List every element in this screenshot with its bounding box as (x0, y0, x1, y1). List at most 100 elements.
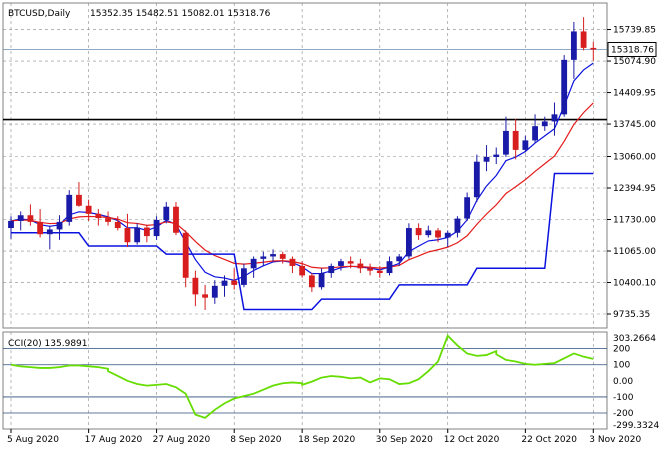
candle (211, 280, 218, 304)
candle (192, 270, 199, 307)
candle-body (289, 258, 296, 266)
candle-body (386, 261, 393, 274)
candle-body (405, 228, 412, 257)
candle-body (396, 256, 403, 262)
candle (483, 145, 490, 172)
candle (173, 201, 179, 236)
candle-body (202, 294, 209, 298)
cci-level-label: -200 (613, 409, 634, 419)
candle (561, 55, 568, 117)
candle (396, 254, 403, 266)
candle (221, 275, 228, 297)
cci-line (10, 334, 594, 419)
cci-plot (10, 334, 594, 419)
cci-top-label: 303.2664 (613, 334, 656, 344)
candle (27, 204, 34, 226)
candle-body (153, 219, 160, 237)
x-tick-label: 17 Aug 2020 (85, 435, 143, 445)
x-tick-label: 3 Nov 2020 (589, 435, 641, 445)
candle (202, 284, 209, 310)
candle (435, 228, 441, 243)
candle-body (483, 156, 490, 162)
candle (8, 216, 14, 239)
y-tick-label: 13745.00 (613, 120, 656, 130)
candle (473, 154, 480, 202)
candle-body (551, 114, 558, 122)
candle (153, 216, 160, 240)
main-grid (3, 3, 607, 328)
candle-body (85, 205, 92, 214)
candle (415, 223, 422, 240)
candle-body (435, 230, 441, 238)
candle-body (570, 31, 577, 60)
candle (289, 256, 296, 274)
candle (124, 213, 131, 247)
candle-body (173, 206, 179, 233)
cci-frame (2, 331, 608, 430)
candle (570, 21, 577, 79)
candle (357, 258, 364, 274)
candle (551, 102, 558, 136)
candle (260, 251, 267, 266)
cci-level-label: 0.00 (613, 377, 633, 387)
symbol-label: BTCUSD,Daily (8, 9, 71, 19)
x-tick-label: 12 Oct 2020 (444, 435, 500, 445)
candle-body (241, 268, 247, 285)
y-tick-label: 15074.90 (613, 57, 656, 67)
candle-body (522, 140, 529, 150)
candle (37, 209, 44, 238)
candle (95, 209, 102, 226)
x-tick-label: 5 Aug 2020 (7, 435, 59, 445)
y-tick-label: 10400.10 (613, 279, 656, 289)
candle (347, 256, 354, 269)
x-tick-label: 27 Aug 2020 (153, 435, 211, 445)
candles (8, 17, 597, 310)
candle-body (367, 268, 373, 271)
candle-body (134, 227, 141, 243)
candle (299, 261, 306, 278)
candle-body (8, 220, 14, 229)
candle-body (347, 261, 354, 264)
candle (143, 224, 150, 243)
x-tick-label: 22 Oct 2020 (521, 435, 577, 445)
y-tick-label: 13060.00 (613, 152, 656, 162)
x-tick-label: 8 Sep 2020 (230, 435, 282, 445)
candle-body (318, 273, 325, 288)
candle (250, 256, 257, 278)
y-axis-labels: 9735.35 10400.10 11065.00 11730.00 12394.95 1… (607, 26, 657, 320)
candle-body (376, 270, 383, 274)
candle-body (473, 161, 480, 198)
ohlc-label: 15352.35 15482.51 15082.01 15318.76 (90, 9, 271, 19)
candle-body (532, 126, 538, 141)
candle-body (143, 227, 150, 237)
candle (279, 251, 286, 264)
candle-body (357, 263, 364, 269)
x-tick-label: 30 Sep 2020 (376, 435, 433, 445)
candle-body (260, 256, 267, 259)
candle-body (56, 221, 63, 230)
current-price-box (607, 41, 657, 57)
candle (425, 225, 432, 238)
candle-body (221, 280, 228, 286)
candle-body (503, 130, 509, 155)
candle (17, 211, 24, 231)
candle-body (338, 261, 344, 266)
candle (318, 268, 325, 290)
candle (182, 230, 189, 288)
candle (308, 273, 315, 292)
candle-body (493, 154, 500, 157)
candle-body (250, 258, 257, 269)
candle (503, 116, 509, 157)
candle-body (66, 194, 73, 222)
candle (493, 147, 500, 165)
candle-body (27, 215, 34, 222)
candle-body (182, 232, 189, 278)
candle-body (46, 229, 53, 235)
x-tick-label: 18 Sep 2020 (298, 435, 355, 445)
trailing-support-line (11, 172, 594, 311)
candle (85, 199, 92, 221)
candle-body (76, 194, 82, 206)
candle (464, 192, 471, 221)
candle-body (541, 121, 548, 127)
